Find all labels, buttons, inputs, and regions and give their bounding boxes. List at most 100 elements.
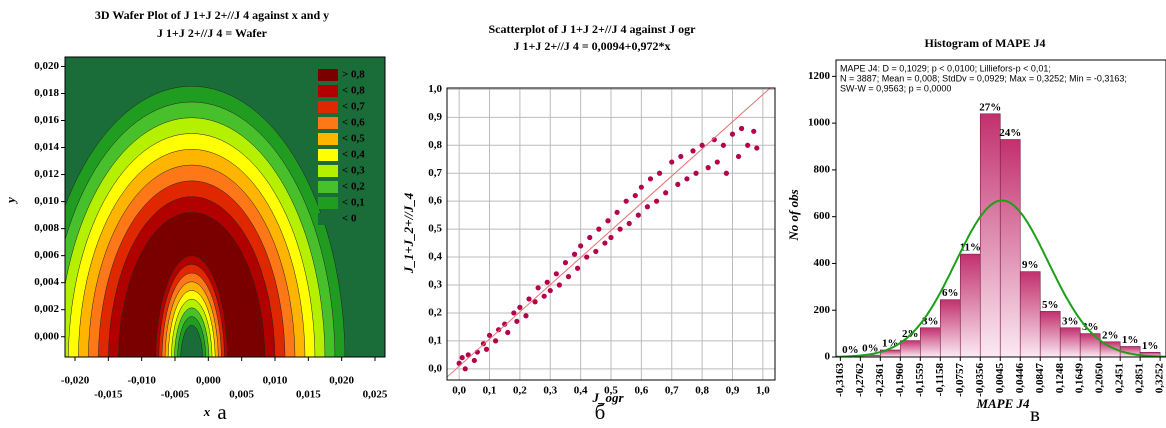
fit-line: [446, 87, 771, 378]
x-tick-label: 0,6: [634, 385, 648, 397]
x-tick-label: 0,1: [483, 385, 497, 397]
x-tick-label: -0,2361: [874, 363, 886, 397]
bar: [919, 327, 941, 357]
legend-label: < 0,7: [342, 101, 365, 113]
y-tick-label: 0,012: [34, 168, 59, 180]
point: [486, 332, 493, 338]
x-tick-label: -0,020: [61, 375, 90, 387]
value-label: 0%: [842, 344, 859, 356]
point: [483, 346, 490, 352]
point: [511, 310, 517, 316]
x-tick-label: 0,010: [263, 375, 288, 387]
point: [745, 142, 751, 148]
point: [562, 260, 569, 266]
y-tick-label: 0,016: [34, 114, 59, 126]
plot-frame: [64, 56, 386, 358]
x-tick-label: 0,020: [329, 375, 354, 387]
x-tick-label: 0,0446: [1014, 363, 1026, 394]
y-tick-label: 0,7: [428, 167, 442, 179]
point: [638, 184, 644, 190]
y-tick-label: 1,0: [428, 83, 442, 95]
stats-line: MAPE J4: D = 0,1029; p < 0,0100; Lillief…: [840, 63, 1051, 73]
point: [574, 265, 581, 271]
point: [532, 299, 538, 305]
point: [653, 198, 660, 204]
point: [578, 243, 584, 249]
legend-label: < 0,6: [342, 117, 365, 129]
value-label: 24%: [999, 127, 1021, 139]
x-axis-label: MAPE J4: [975, 396, 1030, 411]
contour-plot: [65, 57, 385, 357]
value-label: 3%: [922, 315, 939, 327]
point: [684, 176, 690, 182]
x-tick-label: 0,1248: [1054, 363, 1066, 394]
x-tick-label: 0,2: [513, 385, 527, 397]
points: [456, 125, 760, 372]
x-tick-label: 0,2451: [1114, 363, 1126, 393]
x-tick-label: 0,0: [452, 385, 466, 397]
point: [693, 170, 699, 176]
point: [690, 148, 696, 154]
value-label: 2%: [1102, 329, 1119, 341]
bar: [1059, 327, 1081, 357]
bar: [1039, 311, 1061, 357]
point: [459, 355, 465, 361]
y-tick-label: 0,9: [428, 111, 442, 123]
plot-frame: [446, 87, 776, 381]
point: [565, 274, 572, 280]
y-tick-label: 1000: [808, 117, 831, 129]
legend-label: < 0,2: [342, 181, 365, 193]
point: [699, 142, 705, 148]
point: [635, 212, 641, 218]
x-axis-label: J_ogr: [591, 390, 624, 405]
point: [571, 251, 578, 257]
x-tick-label: 0,005: [229, 389, 254, 401]
point: [647, 176, 654, 182]
y-axis-label: y: [3, 197, 18, 205]
y-tick-label: 0,006: [34, 249, 59, 261]
caption: в: [1030, 402, 1040, 426]
y-tick-label: 400: [814, 257, 831, 269]
x-tick-label: -0,2762: [854, 363, 866, 397]
point: [617, 226, 623, 232]
contour-region: [118, 212, 266, 357]
x-tick-label: -0,010: [127, 375, 156, 387]
y-tick-label: 0,6: [428, 195, 442, 207]
x-tick-label: 0,1649: [1074, 363, 1086, 394]
point: [492, 338, 499, 344]
point: [556, 282, 562, 288]
x-tick-label: -0,1559: [914, 363, 926, 397]
stats-line: SW-W = 0,9563; p = 0,0000: [840, 83, 951, 93]
chart-title: Histogram of MAPE J4: [925, 36, 1046, 50]
legend-label: > 0,8: [342, 69, 365, 81]
chart-subtitle: J 1+J 2+//J 4 = 0,0094+0,972*x: [513, 39, 670, 53]
legend-swatch: [318, 69, 338, 81]
legend-swatch: [318, 181, 338, 193]
point: [471, 357, 477, 364]
point: [547, 287, 553, 294]
point: [544, 279, 550, 285]
y-tick-label: 0,3: [428, 279, 442, 291]
value-label: 1%: [1122, 334, 1139, 346]
point: [675, 181, 681, 188]
legend-swatch: [318, 85, 338, 97]
x-tick-label: 0,2050: [1094, 363, 1106, 394]
value-label: 9%: [1022, 259, 1039, 271]
x-tick-label: -0,1960: [894, 363, 906, 397]
legend-swatch: [318, 149, 338, 161]
legend-swatch: [318, 213, 338, 225]
chart-title: Scatterplot of J 1+J 2+//J 4 against J o…: [489, 22, 697, 36]
point: [584, 254, 590, 260]
y-axis-label: J_1+J_2+//J_4: [401, 192, 416, 274]
x-tick-label: 0,8: [695, 385, 709, 397]
legend-label: < 0,5: [342, 133, 365, 145]
point: [614, 209, 620, 215]
legend-swatch: [318, 117, 338, 129]
bar: [959, 253, 981, 357]
x-axis-label: x: [203, 404, 211, 419]
point: [723, 170, 730, 176]
y-tick-label: 0,2: [428, 306, 442, 318]
point: [514, 318, 520, 324]
point: [623, 198, 629, 204]
x-tick-label: 0,4: [574, 385, 588, 397]
